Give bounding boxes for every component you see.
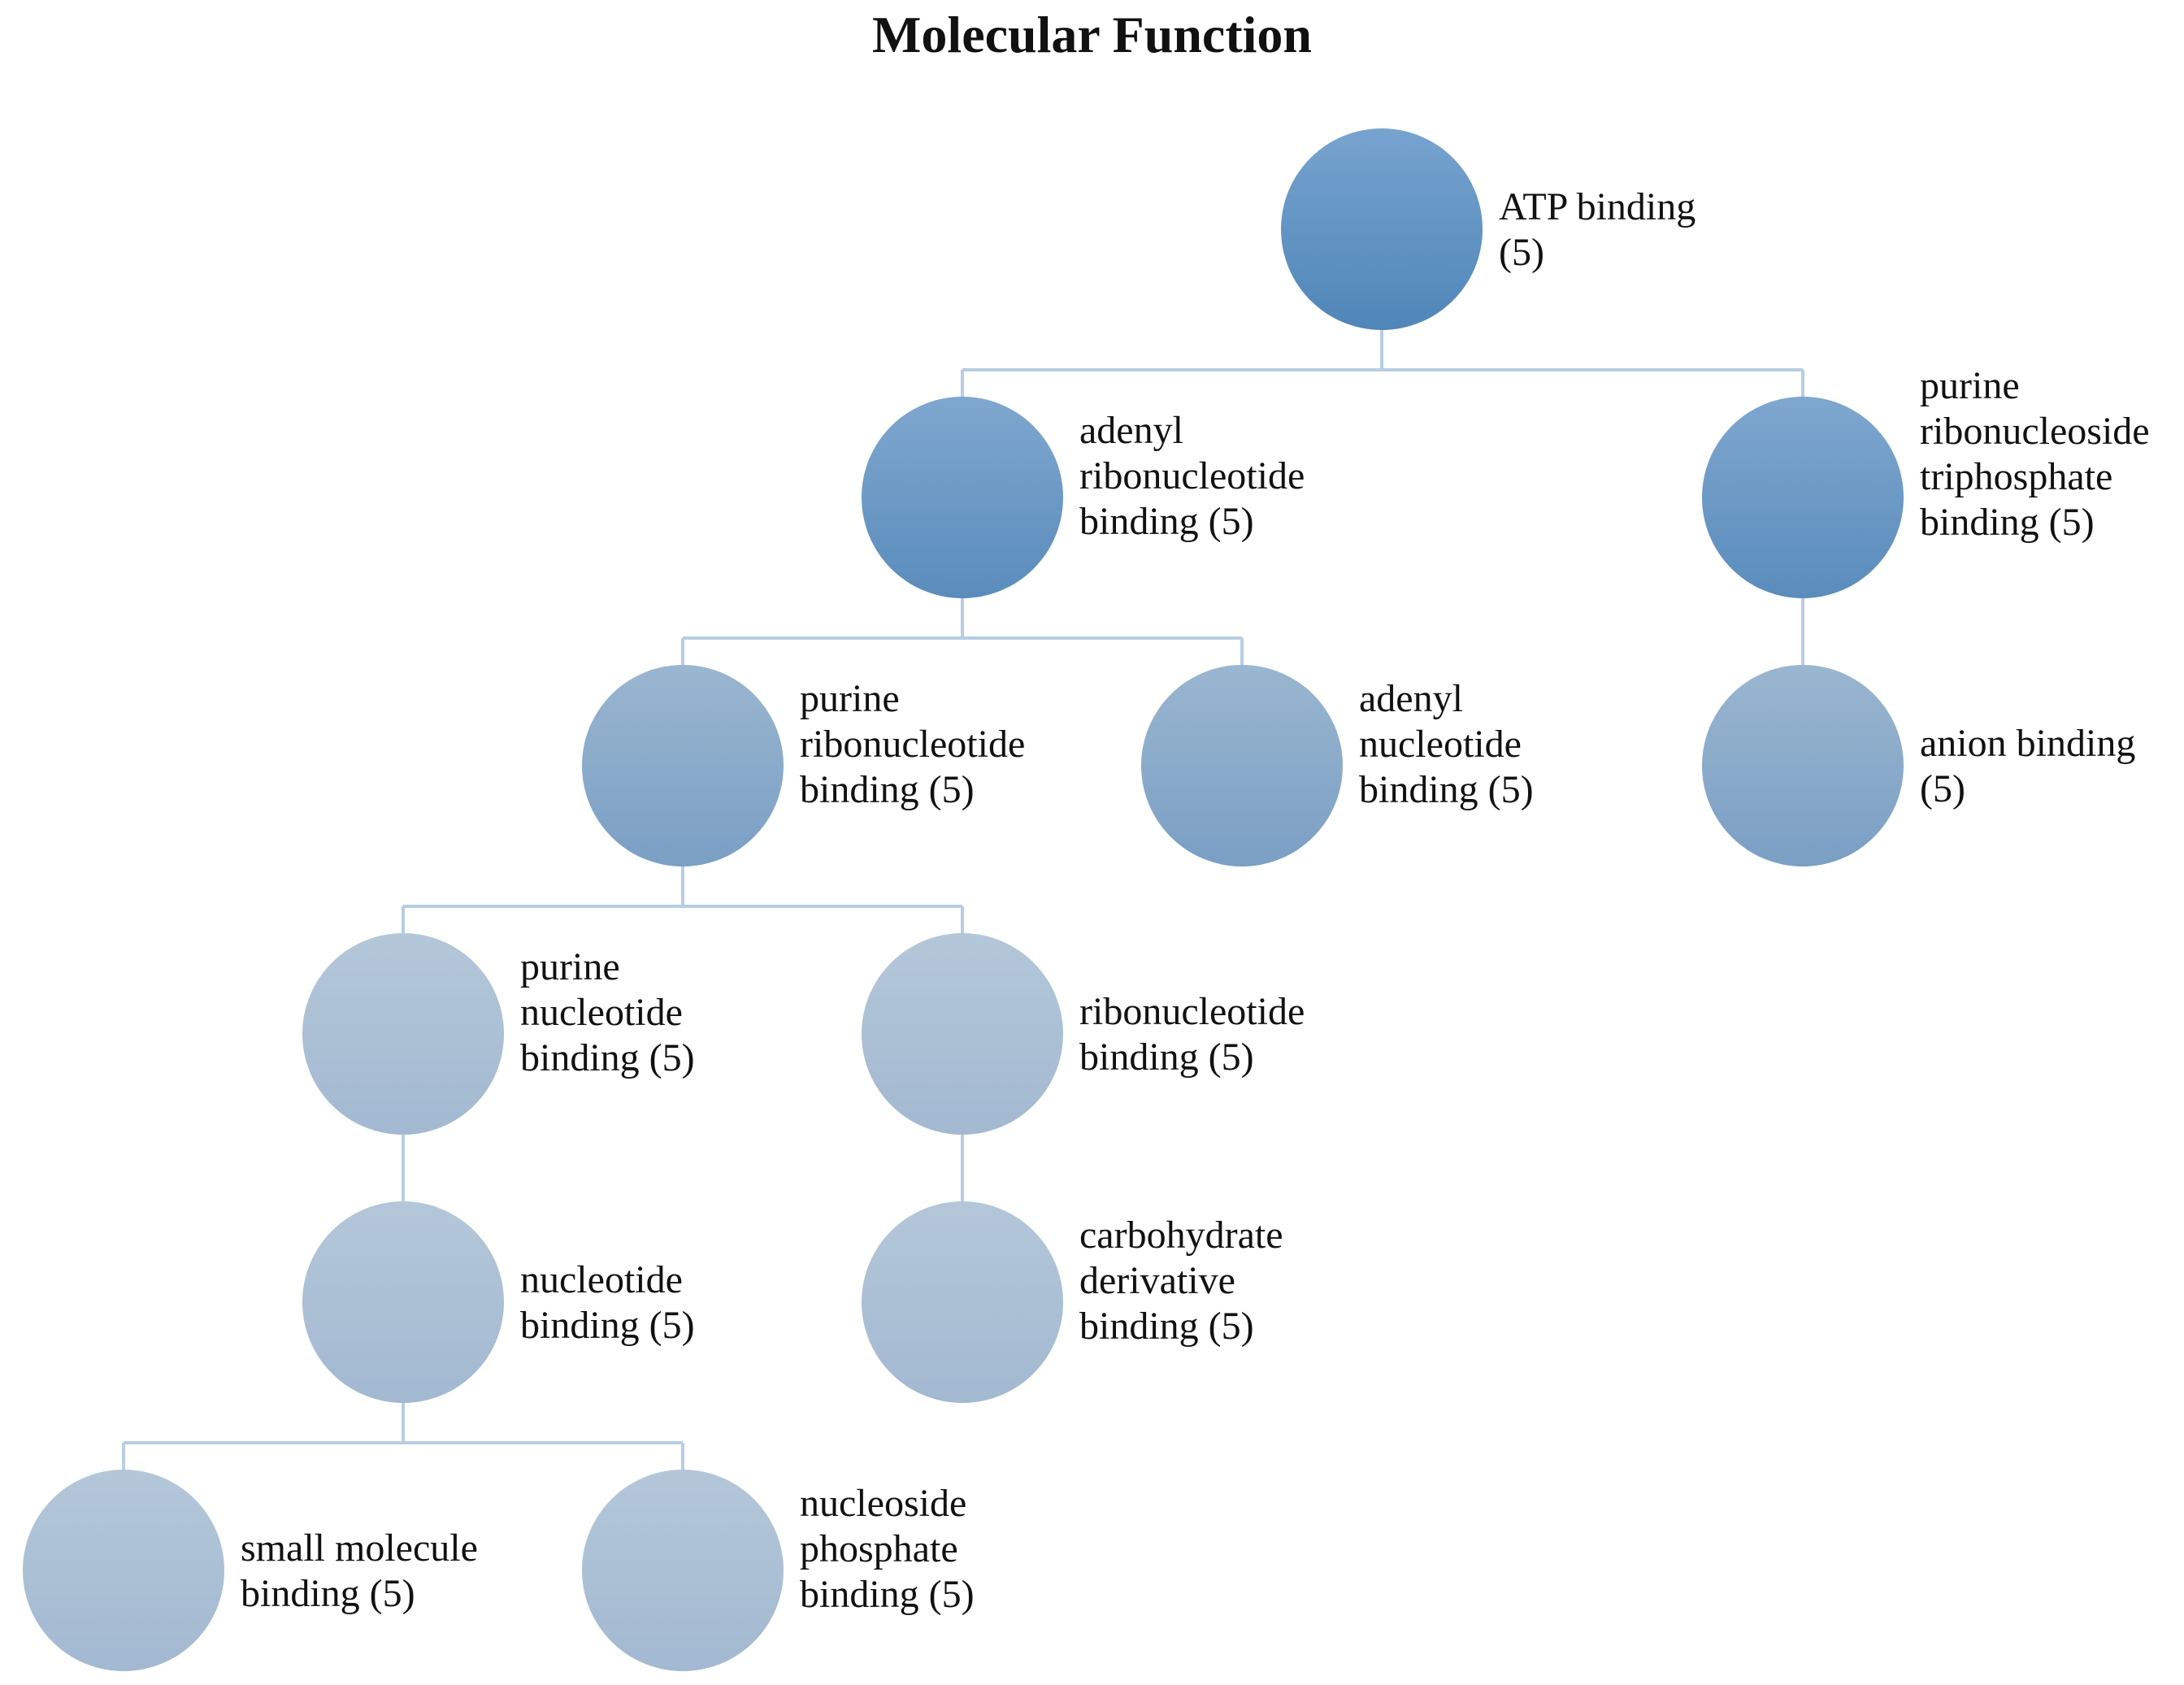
- node-label-line: purine: [1920, 364, 2020, 407]
- node-circle-n6: [1702, 665, 1904, 866]
- node-label-line: anion binding: [1920, 722, 2136, 765]
- node-label-n3: purine ribonucleoside triphosphate binding …: [1920, 363, 2150, 545]
- node-circle-n12: [582, 1470, 784, 1671]
- node-label-line: nucleoside: [800, 1482, 967, 1525]
- node-label-line: binding (5): [800, 768, 975, 811]
- node-label-line: nucleotide: [1359, 723, 1522, 766]
- node-label-line: ribonucleotide: [1079, 454, 1305, 497]
- node-label-line: ATP binding: [1499, 185, 1696, 228]
- diagram-title: Molecular Function: [872, 6, 1312, 63]
- node-label-line: purine: [520, 945, 620, 988]
- node-circle-n10: [862, 1201, 1063, 1403]
- node-label-n11: small molecule binding (5): [241, 1526, 478, 1617]
- node-label-line: adenyl: [1079, 409, 1183, 452]
- node-circle-n2: [862, 397, 1063, 598]
- node-label-line: binding (5): [520, 1036, 695, 1079]
- node-label-line: ribonucleotide: [1079, 990, 1305, 1033]
- node-label-n6: anion binding (5): [1920, 721, 2135, 812]
- node-label-line: binding (5): [1079, 1036, 1254, 1079]
- node-label-n1: ATP binding (5): [1499, 185, 1696, 276]
- node-circle-n7: [302, 933, 504, 1135]
- node-label-line: binding (5): [1920, 501, 2095, 544]
- node-label-line: triphosphate: [1920, 455, 2113, 498]
- node-label-line: ribonucleoside: [1920, 410, 2150, 453]
- node-label-line: binding (5): [800, 1573, 975, 1616]
- node-circle-n8: [862, 933, 1063, 1135]
- node-label-line: binding (5): [241, 1572, 415, 1615]
- node-label-line: binding (5): [1079, 500, 1254, 543]
- node-circle-n11: [23, 1470, 224, 1671]
- node-circle-n5: [1141, 665, 1343, 866]
- node-circle-n4: [582, 665, 784, 866]
- node-label-n7: purine nucleotide binding (5): [520, 945, 695, 1081]
- node-label-line: ribonucleotide: [800, 723, 1026, 766]
- connector-lines: [122, 330, 1804, 1470]
- node-label-n2: adenyl ribonucleotide binding (5): [1079, 408, 1305, 545]
- node-circle-n9: [302, 1201, 504, 1403]
- node-label-n8: ribonucleotide binding (5): [1079, 989, 1305, 1080]
- node-label-line: nucleotide: [520, 991, 683, 1034]
- node-circles: [23, 128, 1904, 1671]
- node-label-n5: adenyl nucleotide binding (5): [1359, 676, 1534, 813]
- node-label-line: carbohydrate: [1079, 1214, 1283, 1257]
- node-circle-n3: [1702, 397, 1904, 598]
- node-label-line: binding (5): [520, 1304, 695, 1347]
- node-label-line: binding (5): [1359, 768, 1534, 811]
- node-label-line: small molecule: [241, 1526, 478, 1570]
- node-label-line: nucleotide: [520, 1258, 683, 1301]
- node-label-line: derivative: [1079, 1259, 1235, 1302]
- node-label-line: phosphate: [800, 1527, 958, 1570]
- node-label-line: (5): [1499, 231, 1544, 274]
- node-label-line: adenyl: [1359, 677, 1463, 720]
- node-label-n9: nucleotide binding (5): [520, 1257, 695, 1348]
- node-label-line: (5): [1920, 767, 1965, 810]
- node-label-n10: carbohydrate derivative binding (5): [1079, 1213, 1283, 1349]
- node-label-line: binding (5): [1079, 1305, 1254, 1348]
- node-label-n12: nucleoside phosphate binding (5): [800, 1481, 975, 1618]
- node-label-line: purine: [800, 677, 900, 720]
- node-circle-n1: [1281, 128, 1483, 330]
- node-label-n4: purine ribonucleotide binding (5): [800, 676, 1025, 813]
